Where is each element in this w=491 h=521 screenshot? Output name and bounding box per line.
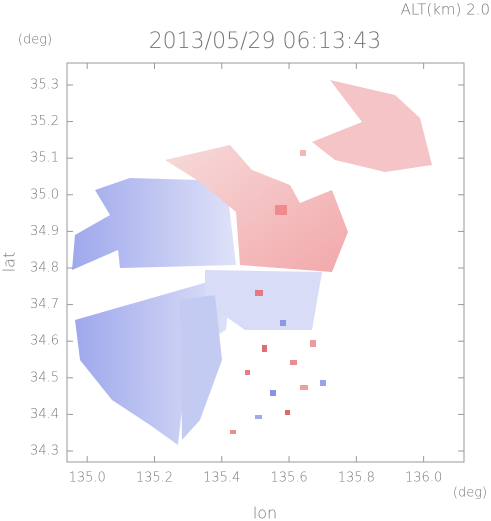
y-tick-label: 34.3 <box>30 444 59 459</box>
chart-title: 2013/05/29 06:13:43 <box>149 29 382 54</box>
radar-field <box>72 80 432 445</box>
y-tick-label: 34.5 <box>30 370 59 385</box>
x-tick-label: 135.6 <box>270 471 307 486</box>
x-tick-label: 136.0 <box>405 471 442 486</box>
y-tick-label: 35.1 <box>30 151 59 166</box>
y-tick-label: 34.6 <box>30 334 59 349</box>
y-tick-label: 34.8 <box>30 260 59 275</box>
x-unit: (deg) <box>453 486 487 501</box>
y-tick-label: 34.9 <box>30 224 59 239</box>
plot-frame <box>66 62 465 463</box>
x-tick-label: 135.8 <box>338 471 375 486</box>
y-tick-label: 35.0 <box>30 187 59 202</box>
y-tick-label: 34.7 <box>30 297 59 312</box>
x-tick-label: 135.0 <box>69 471 106 486</box>
y-unit: (deg) <box>18 33 52 48</box>
y-tick-label: 35.2 <box>30 114 59 129</box>
y-axis-label: lat <box>0 252 19 273</box>
annotation: ALT(km) 2.0 <box>401 1 490 19</box>
x-tick-label: 135.4 <box>203 471 240 486</box>
x-tick-label: 135.2 <box>136 471 173 486</box>
y-tick-label: 34.4 <box>30 407 59 422</box>
x-axis-label: lon <box>253 504 277 521</box>
y-tick-label: 35.3 <box>30 77 59 92</box>
